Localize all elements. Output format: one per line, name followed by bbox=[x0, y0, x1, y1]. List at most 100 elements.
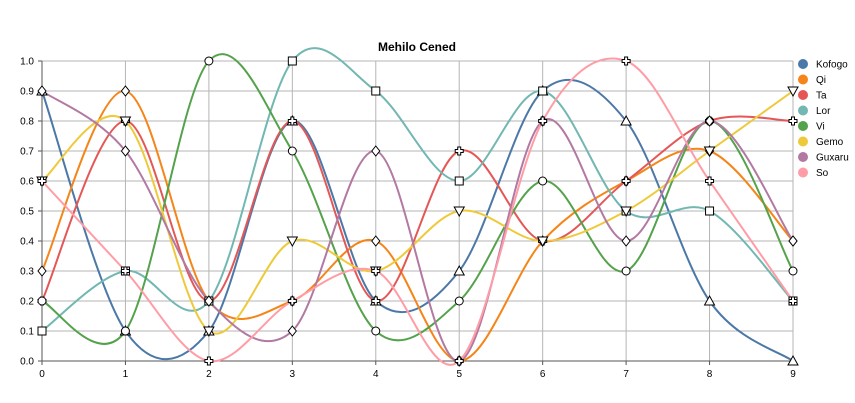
data-point bbox=[620, 114, 632, 126]
series-markers-vi bbox=[37, 56, 798, 336]
series-markers-guxaru bbox=[37, 85, 798, 367]
series-line-gemo bbox=[41, 90, 794, 335]
y-tick-label: 0.5 bbox=[20, 207, 34, 218]
legend-swatch bbox=[798, 121, 808, 131]
data-point bbox=[454, 356, 464, 366]
data-point bbox=[204, 356, 214, 366]
data-point bbox=[204, 56, 214, 66]
data-point bbox=[371, 145, 381, 157]
data-point bbox=[371, 86, 381, 96]
data-point bbox=[371, 266, 381, 276]
series-markers-qi bbox=[37, 85, 798, 367]
y-tick-label: 0.8 bbox=[20, 117, 34, 128]
x-tick-label: 3 bbox=[290, 369, 296, 380]
axes bbox=[38, 60, 794, 365]
series-line-vi bbox=[41, 53, 794, 345]
data-point bbox=[788, 266, 798, 276]
data-point bbox=[705, 206, 715, 216]
x-tick-label: 4 bbox=[373, 369, 379, 380]
legend-label: Gemo bbox=[816, 137, 844, 148]
legend-swatch bbox=[798, 105, 808, 116]
data-point bbox=[120, 326, 130, 336]
grid bbox=[41, 60, 794, 362]
legend-label: So bbox=[816, 168, 829, 179]
data-point bbox=[287, 325, 297, 337]
data-point bbox=[203, 326, 215, 338]
x-tick-label: 7 bbox=[623, 369, 629, 380]
data-point bbox=[620, 206, 632, 218]
data-point bbox=[538, 116, 548, 126]
tick-labels: 0.0 0.1 0.2 0.3 0.4 0.5 0.6 0.7 0.8 0.9 1.0 0 1 2 3 4 5 6… bbox=[20, 57, 796, 381]
data-point bbox=[621, 176, 631, 186]
x-tick-label: 9 bbox=[790, 369, 796, 380]
legend-label: Guxaru bbox=[816, 153, 849, 164]
legend-label: Vi bbox=[816, 122, 825, 133]
data-point bbox=[287, 296, 297, 306]
data-point bbox=[287, 116, 297, 126]
y-tick-label: 0.9 bbox=[20, 87, 34, 98]
data-point bbox=[120, 85, 131, 97]
data-point bbox=[538, 176, 548, 186]
legend-swatch bbox=[798, 152, 808, 162]
legend-label: Lor bbox=[816, 106, 831, 117]
data-point bbox=[287, 56, 297, 66]
x-tick-label: 1 bbox=[123, 369, 129, 380]
data-point bbox=[371, 296, 381, 306]
data-point bbox=[536, 236, 549, 248]
x-tick-label: 8 bbox=[707, 369, 713, 380]
legend-swatch bbox=[798, 167, 808, 178]
data-point bbox=[37, 265, 47, 277]
data-point bbox=[787, 354, 799, 366]
series-markers-so bbox=[37, 56, 798, 366]
legend-swatch bbox=[798, 59, 808, 69]
x-tick-label: 6 bbox=[540, 369, 546, 380]
data-point bbox=[788, 235, 798, 247]
data-point bbox=[287, 146, 297, 156]
x-tick-label: 5 bbox=[456, 369, 462, 380]
legend: Kofogo Qi Ta Lor Vi Gemo Guxaru So bbox=[798, 59, 849, 179]
data-point bbox=[454, 146, 464, 156]
data-point bbox=[120, 266, 130, 276]
data-point bbox=[454, 296, 464, 306]
series-markers-kofogo bbox=[36, 84, 799, 366]
y-tick-label: 0.4 bbox=[20, 237, 34, 248]
y-tick-label: 0.1 bbox=[20, 327, 34, 338]
y-tick-label: 0.0 bbox=[20, 357, 34, 368]
data-point bbox=[37, 326, 47, 336]
data-point bbox=[621, 235, 631, 247]
data-point bbox=[371, 235, 381, 247]
data-point bbox=[204, 295, 214, 307]
x-tick-label: 2 bbox=[206, 369, 212, 380]
series-line-so bbox=[41, 57, 794, 366]
series-line-qi bbox=[41, 90, 794, 363]
data-point bbox=[787, 86, 799, 98]
data-point bbox=[705, 176, 715, 186]
series-line-kofogo bbox=[41, 78, 794, 362]
data-point bbox=[37, 176, 47, 186]
y-tick-label: 0.3 bbox=[20, 267, 34, 278]
data-point bbox=[286, 236, 299, 248]
y-tick-label: 0.2 bbox=[20, 297, 34, 308]
data-point bbox=[703, 146, 716, 158]
data-point bbox=[453, 206, 466, 218]
data-point bbox=[37, 296, 47, 306]
y-tick-label: 0.7 bbox=[20, 147, 34, 158]
legend-label: Kofogo bbox=[816, 60, 848, 71]
x-tick-label: 0 bbox=[39, 369, 45, 380]
data-point bbox=[538, 86, 548, 96]
data-point bbox=[371, 326, 381, 336]
y-tick-label: 1.0 bbox=[20, 57, 34, 68]
data-point bbox=[704, 115, 715, 127]
data-point bbox=[120, 145, 131, 157]
data-point bbox=[119, 116, 132, 128]
legend-swatch bbox=[798, 136, 808, 147]
data-point bbox=[703, 294, 716, 306]
data-point bbox=[454, 176, 464, 186]
legend-label: Ta bbox=[816, 91, 827, 102]
legend-label: Qi bbox=[816, 75, 826, 86]
chart-title: Mehilo Cened bbox=[378, 40, 456, 54]
data-point bbox=[37, 85, 47, 97]
plot-area bbox=[36, 47, 799, 367]
data-point bbox=[788, 296, 798, 306]
legend-swatch bbox=[798, 74, 808, 85]
